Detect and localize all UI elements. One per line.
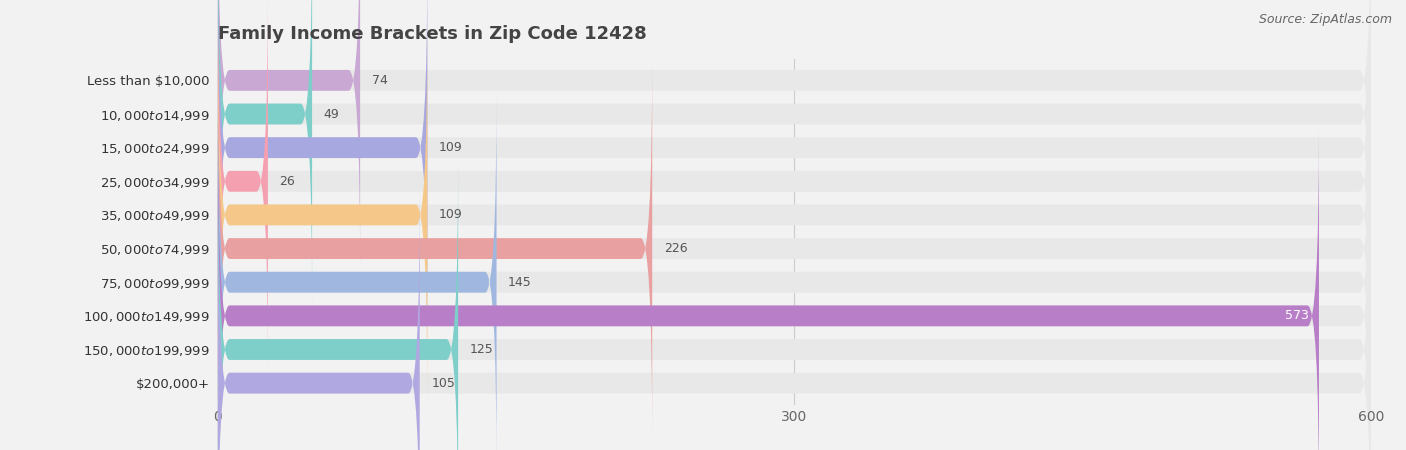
FancyBboxPatch shape <box>218 23 1371 406</box>
Text: 109: 109 <box>439 208 463 221</box>
FancyBboxPatch shape <box>218 91 1371 450</box>
FancyBboxPatch shape <box>218 0 312 306</box>
FancyBboxPatch shape <box>218 57 1371 440</box>
FancyBboxPatch shape <box>218 0 1371 306</box>
FancyBboxPatch shape <box>218 0 1371 272</box>
FancyBboxPatch shape <box>218 192 419 450</box>
Text: 125: 125 <box>470 343 494 356</box>
Text: 74: 74 <box>371 74 388 87</box>
Text: Family Income Brackets in Zip Code 12428: Family Income Brackets in Zip Code 12428 <box>218 25 647 43</box>
Text: 109: 109 <box>439 141 463 154</box>
FancyBboxPatch shape <box>218 0 427 339</box>
FancyBboxPatch shape <box>218 0 1371 373</box>
FancyBboxPatch shape <box>218 0 269 373</box>
FancyBboxPatch shape <box>218 158 458 450</box>
Text: 573: 573 <box>1285 309 1309 322</box>
FancyBboxPatch shape <box>218 158 1371 450</box>
Text: 49: 49 <box>323 108 339 121</box>
FancyBboxPatch shape <box>218 125 1319 450</box>
FancyBboxPatch shape <box>218 192 1371 450</box>
Text: 26: 26 <box>280 175 295 188</box>
FancyBboxPatch shape <box>218 0 360 272</box>
FancyBboxPatch shape <box>218 0 1371 339</box>
Text: 145: 145 <box>508 276 531 289</box>
FancyBboxPatch shape <box>218 125 1371 450</box>
FancyBboxPatch shape <box>218 91 496 450</box>
FancyBboxPatch shape <box>218 23 427 406</box>
Text: 105: 105 <box>432 377 456 390</box>
Text: 226: 226 <box>664 242 688 255</box>
Text: Source: ZipAtlas.com: Source: ZipAtlas.com <box>1258 14 1392 27</box>
FancyBboxPatch shape <box>218 57 652 440</box>
